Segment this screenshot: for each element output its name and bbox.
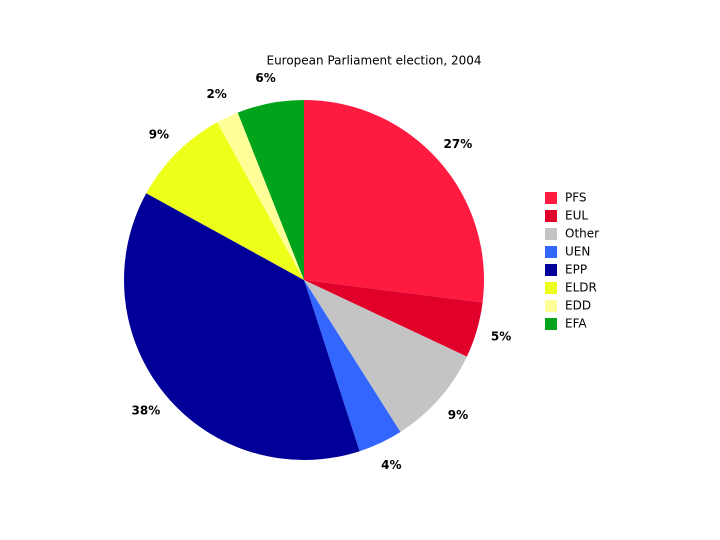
pie-slice [304,280,483,357]
pie-slice [123,193,360,461]
value-label: 2% [206,87,226,101]
legend-swatch [545,192,557,204]
value-label: 4% [381,458,401,472]
chart-title: European Parliament election, 2004 [266,54,481,68]
legend-swatch [545,228,557,240]
legend-label: UEN [565,245,590,259]
legend-swatch [545,210,557,222]
pie-slice [217,112,304,281]
value-label: 27% [444,137,473,151]
legend-label: EFA [565,317,587,331]
legend-label: EUL [565,209,588,223]
value-label: 5% [491,330,511,344]
pie-slice [304,280,401,452]
legend-label: EDD [565,299,591,313]
value-label: 6% [255,71,275,85]
value-label: 9% [448,408,468,422]
pie-slice [304,280,467,432]
value-label: 38% [132,403,161,417]
pie-slice [304,100,485,303]
value-label: 9% [149,127,169,141]
legend-swatch [545,264,557,276]
legend-swatch [545,300,557,312]
pie-slice [237,100,304,280]
legend-label: ELDR [565,281,597,295]
legend-label: EPP [565,263,587,277]
legend-label: PFS [565,191,587,205]
pie-slice [146,122,304,280]
legend-swatch [545,318,557,330]
legend-label: Other [565,227,599,241]
legend-swatch [545,246,557,258]
legend-swatch [545,282,557,294]
